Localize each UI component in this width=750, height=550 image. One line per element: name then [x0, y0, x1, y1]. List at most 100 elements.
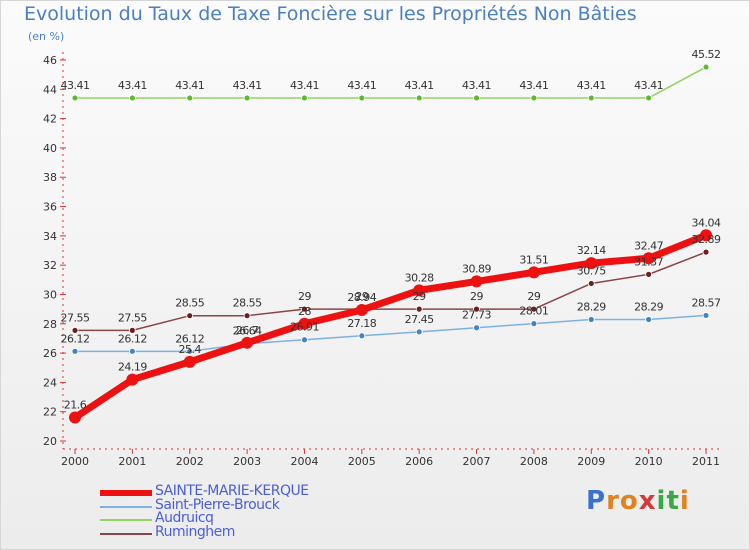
y-tick-label: 42: [43, 113, 57, 126]
data-label: 29: [527, 290, 540, 303]
data-point: [126, 373, 139, 386]
x-tick-label: 2002: [176, 455, 204, 468]
data-label: 30.75: [577, 264, 606, 277]
legend-label: SAINTE-MARIE-KERQUE: [155, 483, 309, 499]
y-tick-label: 22: [43, 406, 57, 419]
y-tick-label: 46: [43, 54, 57, 67]
series-line-saint-pierre-brouck: [74, 314, 707, 353]
data-point: [587, 316, 595, 323]
legend-swatch: [100, 506, 152, 508]
logo-letter: x: [638, 486, 657, 516]
data-point: [702, 63, 710, 71]
data-label: 26.64: [233, 325, 262, 338]
data-point: [301, 336, 308, 344]
data-point: [470, 275, 483, 288]
data-point: [301, 94, 308, 102]
data-label: 32.89: [692, 233, 721, 246]
legend-label: Audruicq: [155, 510, 214, 526]
y-tick-label: 24: [43, 376, 57, 389]
y-tick-label: 38: [43, 171, 57, 184]
logo-letter: t: [666, 486, 680, 516]
x-tick-label: 2000: [61, 455, 89, 468]
chart-title: Evolution du Taux de Taxe Foncière sur l…: [24, 3, 637, 25]
data-label: 21.6: [64, 399, 87, 412]
data-label: 27.45: [405, 313, 434, 326]
data-point: [186, 347, 194, 355]
data-label: 27.55: [118, 311, 147, 324]
data-label: 43.41: [634, 79, 663, 92]
y-tick-label: 30: [43, 288, 57, 301]
x-tick-label: 2008: [520, 455, 548, 468]
data-point: [186, 312, 194, 320]
data-point: [128, 347, 136, 355]
data-point: [71, 94, 79, 102]
data-point: [241, 336, 254, 349]
data-point: [473, 305, 480, 313]
data-point: [186, 94, 194, 102]
data-point: [358, 94, 366, 102]
data-point: [69, 411, 81, 424]
data-label: 26.12: [118, 332, 147, 345]
data-point: [530, 94, 538, 102]
data-point: [415, 328, 423, 336]
y-tick-label: 32: [43, 259, 57, 272]
data-label: 45.52: [692, 48, 721, 61]
legend-label: Ruminghem: [155, 524, 235, 540]
data-point: [473, 324, 480, 332]
unit-label: (en %): [28, 30, 65, 43]
data-point: [587, 94, 595, 102]
x-tick-label: 2007: [463, 455, 491, 468]
legend-swatch: [100, 490, 152, 496]
data-label: 28.55: [175, 297, 204, 310]
data-point: [645, 316, 653, 323]
x-tick-label: 2001: [118, 455, 146, 468]
data-label: 30.89: [462, 262, 491, 275]
logo-letter: o: [619, 486, 639, 516]
data-point: [642, 252, 655, 265]
data-label: 31.37: [634, 255, 663, 268]
legend-swatch: [100, 533, 152, 535]
data-label: 43.41: [519, 79, 548, 92]
data-point: [473, 94, 480, 102]
data-label: 43.41: [405, 79, 434, 92]
data-label: 29: [413, 290, 426, 303]
logo-letter: i: [656, 486, 667, 516]
data-label: 43.41: [577, 79, 606, 92]
data-point: [645, 270, 653, 278]
data-label: 43.41: [61, 79, 90, 92]
y-tick-label: 20: [43, 435, 57, 448]
series-line-audruicq: [74, 66, 707, 99]
data-label: 28.29: [634, 301, 663, 314]
data-label: 29: [298, 290, 311, 303]
data-label: 28.57: [692, 296, 721, 309]
data-point: [530, 305, 538, 313]
legend-label: Saint-Pierre-Brouck: [155, 497, 280, 513]
data-label: 43.41: [347, 79, 376, 92]
logo-letter: P: [586, 486, 607, 516]
data-label: 30.28: [405, 271, 434, 284]
y-tick-label: 40: [43, 142, 57, 155]
data-point: [183, 355, 196, 368]
data-label: 27.73: [462, 309, 491, 322]
legend-swatch: [100, 519, 152, 521]
x-tick-label: 2004: [290, 455, 318, 468]
data-point: [415, 94, 423, 102]
data-label: 28: [298, 305, 311, 318]
data-point: [243, 312, 251, 320]
data-point: [415, 305, 423, 313]
data-label: 28.01: [519, 305, 548, 318]
y-tick-label: 36: [43, 201, 57, 214]
x-tick-label: 2006: [405, 455, 433, 468]
y-tick-label: 34: [43, 230, 57, 243]
data-label: 27.55: [61, 311, 90, 324]
data-point: [358, 332, 366, 340]
data-point: [298, 317, 311, 330]
x-tick-label: 2003: [233, 455, 261, 468]
data-label: 34.04: [692, 216, 721, 229]
x-tick-label: 2010: [635, 455, 663, 468]
data-point: [585, 257, 598, 270]
data-point: [587, 280, 595, 287]
data-point: [355, 303, 368, 316]
data-label: 25.4: [178, 343, 201, 356]
